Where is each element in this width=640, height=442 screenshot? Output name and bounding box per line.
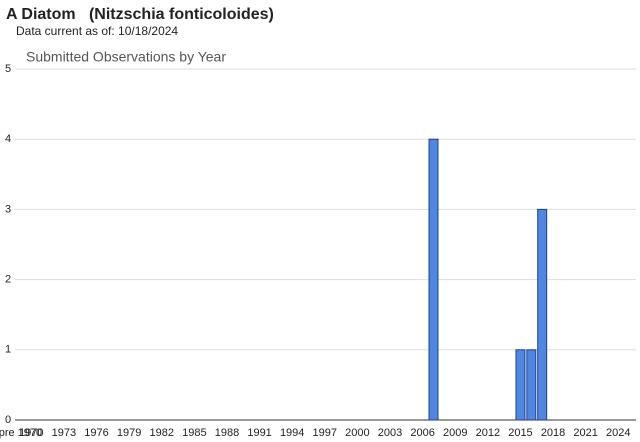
x-tick-label: 2015: [508, 427, 532, 439]
x-tick-label: 1979: [117, 427, 141, 439]
y-tick-label: 2: [5, 274, 11, 286]
x-tick-label: 1976: [84, 427, 108, 439]
x-tick-label: 1985: [182, 427, 206, 439]
x-tick-label: 2000: [345, 427, 369, 439]
y-tick-label: 3: [5, 203, 11, 215]
x-tick-label: 2006: [410, 427, 434, 439]
bar: [537, 208, 548, 421]
chart-title: Submitted Observations by Year: [26, 49, 226, 65]
bar: [515, 349, 526, 421]
bar: [526, 349, 537, 421]
y-tick-label: 4: [5, 133, 11, 145]
x-tick-label: 2018: [541, 427, 565, 439]
x-tick-label: 2021: [573, 427, 597, 439]
y-tick-label: 1: [5, 344, 11, 356]
x-tick-label: 2003: [378, 427, 402, 439]
x-tick-label: 2009: [443, 427, 467, 439]
x-tick-label: 1988: [215, 427, 239, 439]
x-tick-label: 1994: [280, 427, 304, 439]
y-tick-label: 0: [5, 414, 11, 426]
bar: [428, 138, 439, 421]
y-tick-label: 5: [5, 63, 11, 75]
x-tick-label: 1997: [313, 427, 337, 439]
x-tick-label: pre 1970: [0, 427, 42, 439]
x-tick-label: 1991: [247, 427, 271, 439]
x-tick-label: 1982: [150, 427, 174, 439]
x-tick-label: 2012: [476, 427, 500, 439]
x-tick-label: 2024: [606, 427, 630, 439]
subtitle: Data current as of: 10/18/2024: [16, 24, 178, 38]
x-tick-label: 1973: [52, 427, 76, 439]
x-tick-label: 1970: [19, 427, 43, 439]
page-title: A Diatom (Nitzschia fonticoloides): [6, 6, 274, 23]
